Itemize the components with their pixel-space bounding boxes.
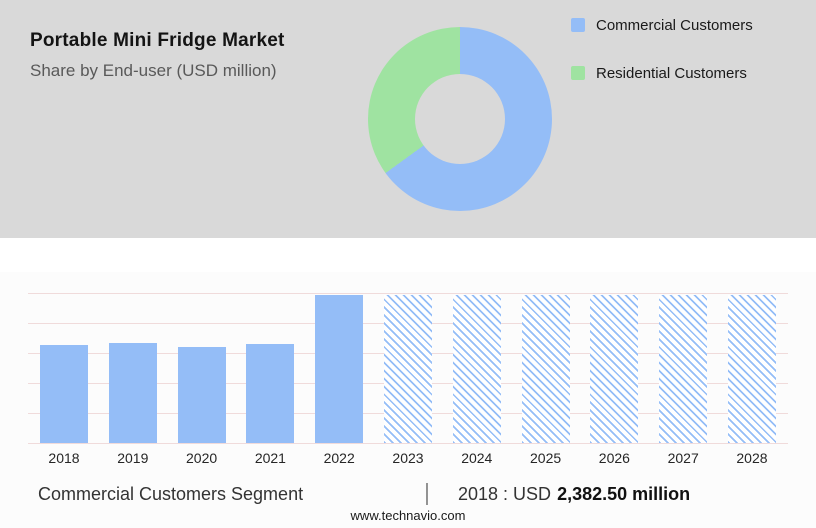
bar-2021	[246, 343, 295, 443]
bar-slot	[649, 293, 717, 443]
bar-2026	[590, 295, 639, 443]
x-label-2027: 2027	[667, 450, 699, 466]
bars-container	[30, 293, 786, 443]
legend-item-commercial: Commercial Customers	[571, 14, 786, 36]
x-label-2024: 2024	[461, 450, 493, 466]
chart-legend: Commercial Customers Residential Custome…	[571, 14, 786, 110]
legend-label-residential: Residential Customers	[596, 64, 747, 82]
header-section: Portable Mini Fridge Market Share by End…	[0, 0, 816, 238]
caption-segment-label: Commercial Customers Segment	[38, 484, 304, 504]
x-label-2023: 2023	[392, 450, 424, 466]
bar-slot	[718, 293, 786, 443]
legend-label-commercial: Commercial Customers	[596, 16, 753, 34]
x-label-2018: 2018	[48, 450, 80, 466]
donut-chart	[368, 27, 552, 211]
footer-url: www.technavio.com	[350, 508, 466, 523]
bar-2027	[659, 295, 708, 443]
commercial-swatch-icon	[571, 18, 585, 32]
bar-2019	[108, 343, 157, 443]
gridline	[28, 443, 788, 444]
bar-slot	[305, 293, 373, 443]
caption-row: Commercial Customers Segment | 2018 : US…	[0, 479, 816, 508]
x-label-2022: 2022	[323, 450, 355, 466]
bar-slot	[512, 293, 580, 443]
x-label-2026: 2026	[598, 450, 630, 466]
x-label-2028: 2028	[736, 450, 768, 466]
x-axis-labels: 2018 2019 2020 2021 2022 2023 2024 2025 2026 2027…	[30, 450, 786, 466]
legend-item-residential: Residential Customers	[571, 62, 786, 84]
page-subtitle: Share by End-user (USD million)	[30, 61, 277, 80]
bar-chart	[28, 293, 788, 444]
page-title: Portable Mini Fridge Market	[30, 30, 285, 51]
residential-swatch-icon	[571, 66, 585, 80]
x-label-2019: 2019	[117, 450, 149, 466]
caption-value-group: 2018 : USD 2,382.50 million	[458, 484, 690, 505]
bar-2025	[521, 295, 570, 443]
bar-slot	[443, 293, 511, 443]
donut-hole	[415, 74, 505, 164]
caption-value: 2,382.50 million	[557, 484, 691, 504]
x-label-2020: 2020	[186, 450, 218, 466]
bar-slot	[99, 293, 167, 443]
section-divider-band	[0, 238, 816, 272]
bar-slot	[30, 293, 98, 443]
x-label-2025: 2025	[530, 450, 562, 466]
bar-slot	[168, 293, 236, 443]
bar-2022	[315, 295, 364, 443]
caption-year-prefix: 2018 : USD	[458, 484, 552, 504]
bar-slot	[374, 293, 442, 443]
bar-slot	[236, 293, 304, 443]
x-label-2021: 2021	[254, 450, 286, 466]
caption-separator: |	[424, 479, 430, 505]
gridline	[28, 293, 788, 294]
bar-2023	[383, 295, 432, 443]
bar-2018	[40, 345, 88, 443]
bar-2024	[452, 295, 501, 443]
bar-2028	[727, 295, 776, 443]
bar-2020	[177, 346, 226, 443]
bar-slot	[580, 293, 648, 443]
